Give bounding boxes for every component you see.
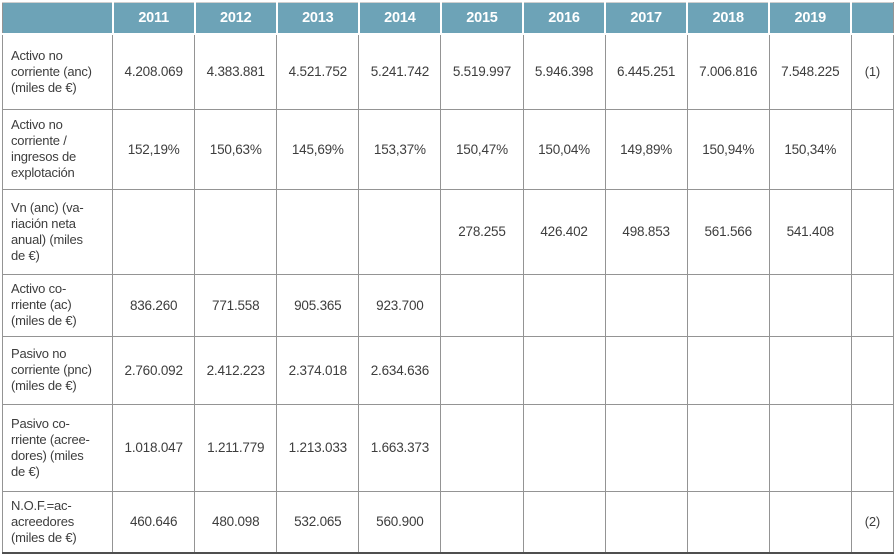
value-cell: 426.402 [522,188,606,275]
value-cell [604,273,688,337]
footnote-cell [850,188,895,275]
table-row: Pasivo no corriente (pnc) (miles de €) 2.… [1,335,895,405]
year-header-cell: 2012 [193,2,277,35]
value-cell [522,273,606,337]
value-cell: 149,89% [604,108,688,190]
value-cell: 152,19% [112,108,196,190]
row-label-cell: Activo no corriente (anc) (miles de €) [1,34,114,110]
value-cell [358,188,442,275]
value-cell: 923.700 [358,273,442,337]
year-header-cell: 2016 [521,2,606,35]
value-cell: 498.853 [604,188,688,275]
row-label-cell: N.O.F.=ac- acreedores (miles de €) [1,490,114,554]
year-header-cell: 2015 [439,2,523,35]
year-header-cell: 2018 [686,2,770,35]
value-cell: 5.241.742 [358,34,442,110]
value-cell: 7.548.225 [768,34,852,110]
value-cell [686,273,770,337]
value-cell [112,188,196,275]
value-cell: 1.018.047 [112,403,196,492]
footnote-cell [850,273,895,337]
value-cell: 145,69% [276,108,360,190]
value-cell: 5.946.398 [522,34,606,110]
value-cell: 561.566 [686,188,770,275]
table-row: Pasivo co- rriente (acree- dores) (miles… [1,403,895,492]
value-cell: 4.383.881 [194,34,278,110]
value-cell: 6.445.251 [604,34,688,110]
value-cell [686,403,770,492]
value-cell [686,490,770,554]
value-cell [440,335,524,405]
value-cell [768,403,852,492]
value-cell: 2.634.636 [358,335,442,405]
value-cell: 1.211.779 [194,403,278,492]
value-cell [440,490,524,554]
value-cell [194,188,278,275]
row-label-cell: Activo no corriente / ingresos de explot… [1,108,114,190]
value-cell: 150,63% [194,108,278,190]
value-cell [768,490,852,554]
value-cell [768,273,852,337]
value-cell: 150,94% [686,108,770,190]
year-header-cell: 2019 [768,2,852,35]
value-cell: 2.412.223 [194,335,278,405]
footnote-cell [850,335,895,405]
value-cell: 5.519.997 [440,34,524,110]
value-cell [522,403,606,492]
value-cell: 480.098 [194,490,278,554]
value-cell: 4.208.069 [112,34,196,110]
value-cell [604,403,688,492]
value-cell [604,490,688,554]
value-cell: 150,34% [768,108,852,190]
value-cell: 560.900 [358,490,442,554]
header-row: 2011 2012 2013 2014 2015 2016 2017 2018 2019 [2,2,894,35]
value-cell [768,335,852,405]
row-label-cell: Activo co- rriente (ac) (miles de €) [1,273,114,337]
footnote-cell [850,108,895,190]
row-label-cell: Vn (anc) (va- riación neta anual) (miles… [1,188,114,275]
value-cell [522,335,606,405]
value-cell: 4.521.752 [276,34,360,110]
table-row: Vn (anc) (va- riación neta anual) (miles… [1,188,895,275]
note-column-header-cell [850,2,894,35]
year-header-cell: 2011 [111,2,195,35]
value-cell [440,273,524,337]
table-row: Activo co- rriente (ac) (miles de €) 836.… [1,273,895,337]
value-cell: 1.213.033 [276,403,360,492]
table-row: Activo no corriente (anc) (miles de €) 4.… [1,34,895,110]
value-cell: 7.006.816 [686,34,770,110]
year-header-cell: 2014 [357,2,441,35]
value-cell: 150,04% [522,108,606,190]
value-cell [522,490,606,554]
year-header-cell: 2017 [604,2,688,35]
footnote-cell: (2) [850,490,895,554]
value-cell: 153,37% [358,108,442,190]
value-cell: 836.260 [112,273,196,337]
footnote-cell: (1) [850,34,895,110]
value-cell: 771.558 [194,273,278,337]
value-cell: 2.760.092 [112,335,196,405]
table-row: Activo no corriente / ingresos de explot… [1,108,895,190]
value-cell [440,403,524,492]
row-label-cell: Pasivo no corriente (pnc) (miles de €) [1,335,114,405]
value-cell: 905.365 [276,273,360,337]
year-header-cell: 2013 [275,2,359,35]
value-cell: 541.408 [768,188,852,275]
value-cell [604,335,688,405]
value-cell: 532.065 [276,490,360,554]
row-label-cell: Pasivo co- rriente (acree- dores) (miles… [1,403,114,492]
value-cell: 1.663.373 [358,403,442,492]
value-cell [686,335,770,405]
footnote-cell [850,403,895,492]
value-cell: 150,47% [440,108,524,190]
value-cell: 278.255 [440,188,524,275]
table-row: N.O.F.=ac- acreedores (miles de €) 460.64… [1,490,895,554]
table-body: Activo no corriente (anc) (miles de €) 4.… [1,34,895,554]
value-cell [276,188,360,275]
value-cell: 2.374.018 [276,335,360,405]
value-cell: 460.646 [112,490,196,554]
corner-header-cell [2,2,113,35]
